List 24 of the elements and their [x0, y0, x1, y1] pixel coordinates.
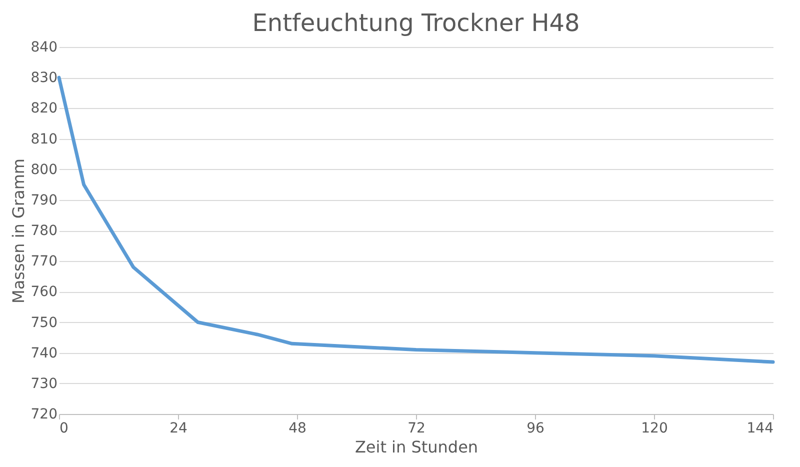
y-tick-label: 730: [30, 376, 58, 392]
y-tick-label: 720: [30, 406, 58, 422]
x-tick-label: 72: [408, 420, 426, 436]
y-tick-label: 740: [30, 345, 58, 362]
y-tick-label: 830: [30, 70, 58, 86]
x-tick-label: 0: [60, 420, 68, 436]
y-tick-label: 820: [30, 100, 58, 117]
y-tick-label: 780: [30, 223, 58, 239]
x-tick-label: 120: [641, 420, 668, 436]
chart-title: Entfeuchtung Trockner H48: [252, 9, 580, 37]
y-tick-label: 840: [30, 40, 58, 56]
y-tick-label: 760: [30, 284, 58, 300]
y-tick-label: 810: [30, 131, 58, 148]
x-tick-label: 96: [526, 420, 544, 436]
y-axis-title: Massen in Gramm: [8, 158, 28, 304]
x-tick-label: 48: [288, 420, 306, 436]
line-series: [57, 76, 775, 364]
y-tick-label: 790: [30, 192, 58, 208]
x-tick-label: 24: [170, 420, 188, 436]
y-tick-label: 770: [30, 254, 58, 270]
y-tick-label: 800: [30, 162, 58, 178]
x-axis-title: Zeit in Stunden: [354, 438, 478, 456]
y-tick-label: 750: [30, 314, 58, 331]
x-tick-label: 144: [746, 420, 774, 436]
